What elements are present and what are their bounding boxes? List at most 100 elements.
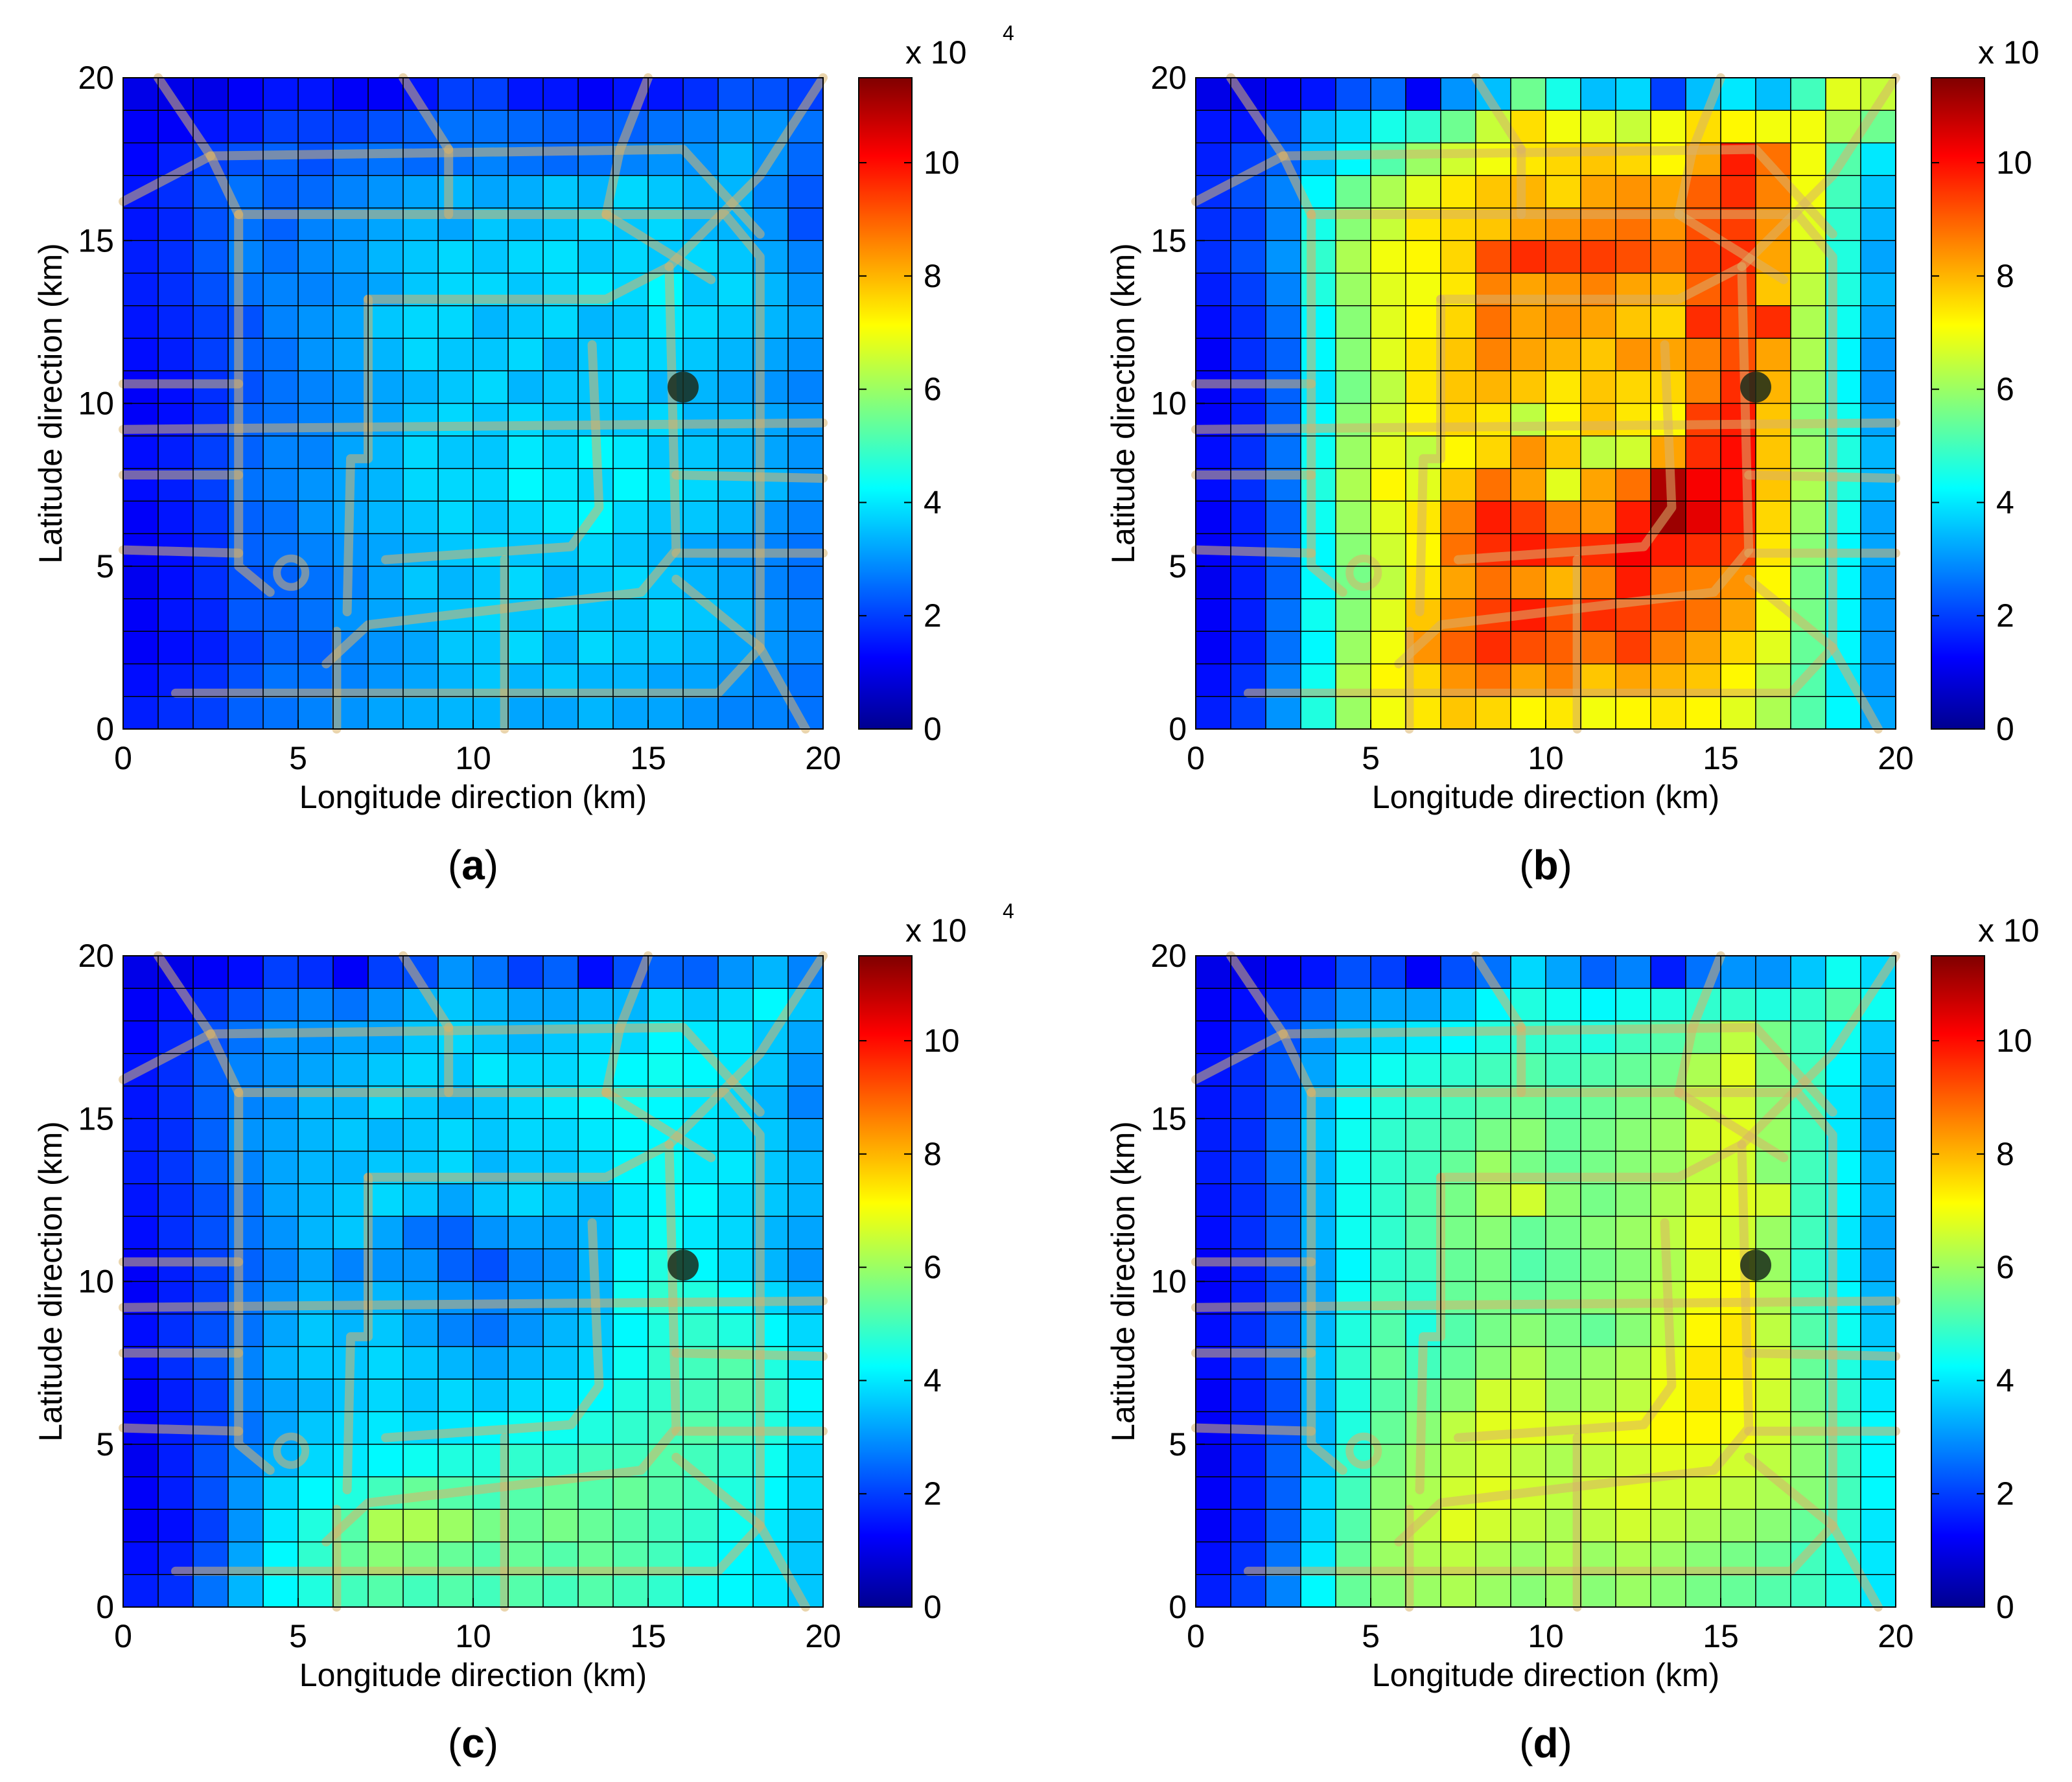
heatmap-cell <box>718 988 754 1021</box>
heatmap-cell <box>473 403 509 437</box>
heatmap-cell <box>228 305 264 339</box>
heatmap-cell <box>1686 1379 1721 1412</box>
heatmap-cell <box>543 1118 579 1151</box>
heatmap-cell <box>193 208 229 241</box>
heatmap-cell <box>1406 175 1441 209</box>
heatmap-cell <box>1301 305 1336 339</box>
heatmap-cell <box>403 696 439 730</box>
heatmap-cell <box>1336 110 1371 143</box>
heatmap-cell <box>788 273 824 307</box>
heatmap-cell <box>298 1249 334 1282</box>
heatmap-cell <box>438 1183 474 1217</box>
heatmap-cell <box>1441 631 1476 664</box>
road-line <box>671 1348 828 1361</box>
heatmap-cell <box>1441 1444 1476 1477</box>
heatmap-cell <box>333 78 369 111</box>
heatmap-cell <box>1336 1379 1371 1412</box>
heatmap-cell <box>613 175 649 209</box>
heatmap-cell <box>1476 1183 1511 1217</box>
panel-label: (b) <box>1519 842 1572 888</box>
heatmap-cell <box>1371 143 1406 176</box>
heatmap-cell <box>473 1347 509 1380</box>
heatmap-cell <box>543 371 579 404</box>
heatmap-cell <box>1861 338 1896 371</box>
heatmap-cell <box>753 696 789 730</box>
heatmap-cell <box>193 338 229 371</box>
heatmap-cell <box>1546 240 1581 273</box>
heatmap-cell <box>1266 631 1301 664</box>
heatmap-cell <box>228 1509 264 1542</box>
heatmap-cell <box>193 599 229 632</box>
heatmap-cell <box>263 1509 299 1542</box>
heatmap-cell <box>1441 956 1476 989</box>
heatmap-cell <box>123 631 159 664</box>
heatmap-cell <box>1336 631 1371 664</box>
heatmap-cell <box>228 240 264 273</box>
heatmap-cell <box>193 501 229 534</box>
heatmap-cell <box>1511 956 1546 989</box>
heatmap-cell <box>333 273 369 307</box>
heatmap-cell <box>1686 240 1721 273</box>
heatmap-cell <box>1791 956 1826 989</box>
heatmap-cell <box>1441 1313 1476 1347</box>
heatmap-cell <box>578 1118 614 1151</box>
heatmap-cell <box>683 956 719 989</box>
heatmap-cell <box>438 1216 474 1249</box>
heatmap-cell <box>788 1053 824 1087</box>
heatmap-cell <box>1476 1574 1511 1608</box>
heatmap-cell <box>1756 1313 1791 1347</box>
heatmap-cell <box>1511 435 1546 469</box>
heatmap-cell <box>1196 1477 1231 1510</box>
heatmap-cell <box>403 338 439 371</box>
heatmap-cell <box>1546 1281 1581 1315</box>
heatmap-cell <box>718 78 754 111</box>
heatmap-cell <box>1441 435 1476 469</box>
heatmap-cell <box>788 371 824 404</box>
heatmap-cell <box>1546 78 1581 111</box>
y-tick-label: 10 <box>1150 386 1187 422</box>
heatmap-cell <box>543 501 579 534</box>
heatmap-cell <box>123 110 159 143</box>
heatmap-cell <box>1371 110 1406 143</box>
heatmap-cell <box>1581 240 1616 273</box>
heatmap-cell <box>1196 1444 1231 1477</box>
heatmap-cell <box>1791 1574 1826 1608</box>
heatmap-cell <box>1581 566 1616 599</box>
heatmap-cell <box>403 240 439 273</box>
road-line <box>1191 1029 1288 1084</box>
heatmap-cell <box>613 1281 649 1315</box>
heatmap-cell <box>1721 1574 1756 1608</box>
heatmap-cell <box>263 1379 299 1412</box>
heatmap-cell <box>543 1574 579 1608</box>
heatmap-cell <box>438 305 474 339</box>
colorbar <box>858 77 913 730</box>
heatmap-cell <box>1686 469 1721 502</box>
heatmap-cell <box>403 631 439 664</box>
heatmap-cell <box>123 338 159 371</box>
heatmap-cell <box>1791 305 1826 339</box>
y-axis-label: Latitude direction (km) <box>1105 1121 1141 1442</box>
heatmap-cell <box>1266 1183 1301 1217</box>
heatmap-cell <box>1861 208 1896 241</box>
heatmap-cell <box>1581 1379 1616 1412</box>
x-tick-label: 10 <box>455 1618 491 1654</box>
heatmap-cell <box>333 1249 369 1282</box>
heatmap-cell <box>368 1118 404 1151</box>
heatmap-cell <box>1511 1574 1546 1608</box>
heatmap-cell <box>1196 1151 1231 1185</box>
heatmap-cell <box>788 143 824 176</box>
y-tick-label: 20 <box>1150 938 1187 974</box>
heatmap-cell <box>193 696 229 730</box>
heatmap-cell <box>1476 631 1511 664</box>
heatmap-cell <box>1581 1347 1616 1380</box>
heatmap-cell <box>1231 1574 1266 1608</box>
heatmap-cell <box>1266 501 1301 534</box>
roundabout <box>1345 1432 1382 1469</box>
heatmap-cell <box>1231 1151 1266 1185</box>
heatmap-cell <box>508 110 544 143</box>
heatmap-cell <box>1581 1444 1616 1477</box>
heatmap-cell <box>1406 1021 1441 1054</box>
heatmap-cell <box>753 78 789 111</box>
